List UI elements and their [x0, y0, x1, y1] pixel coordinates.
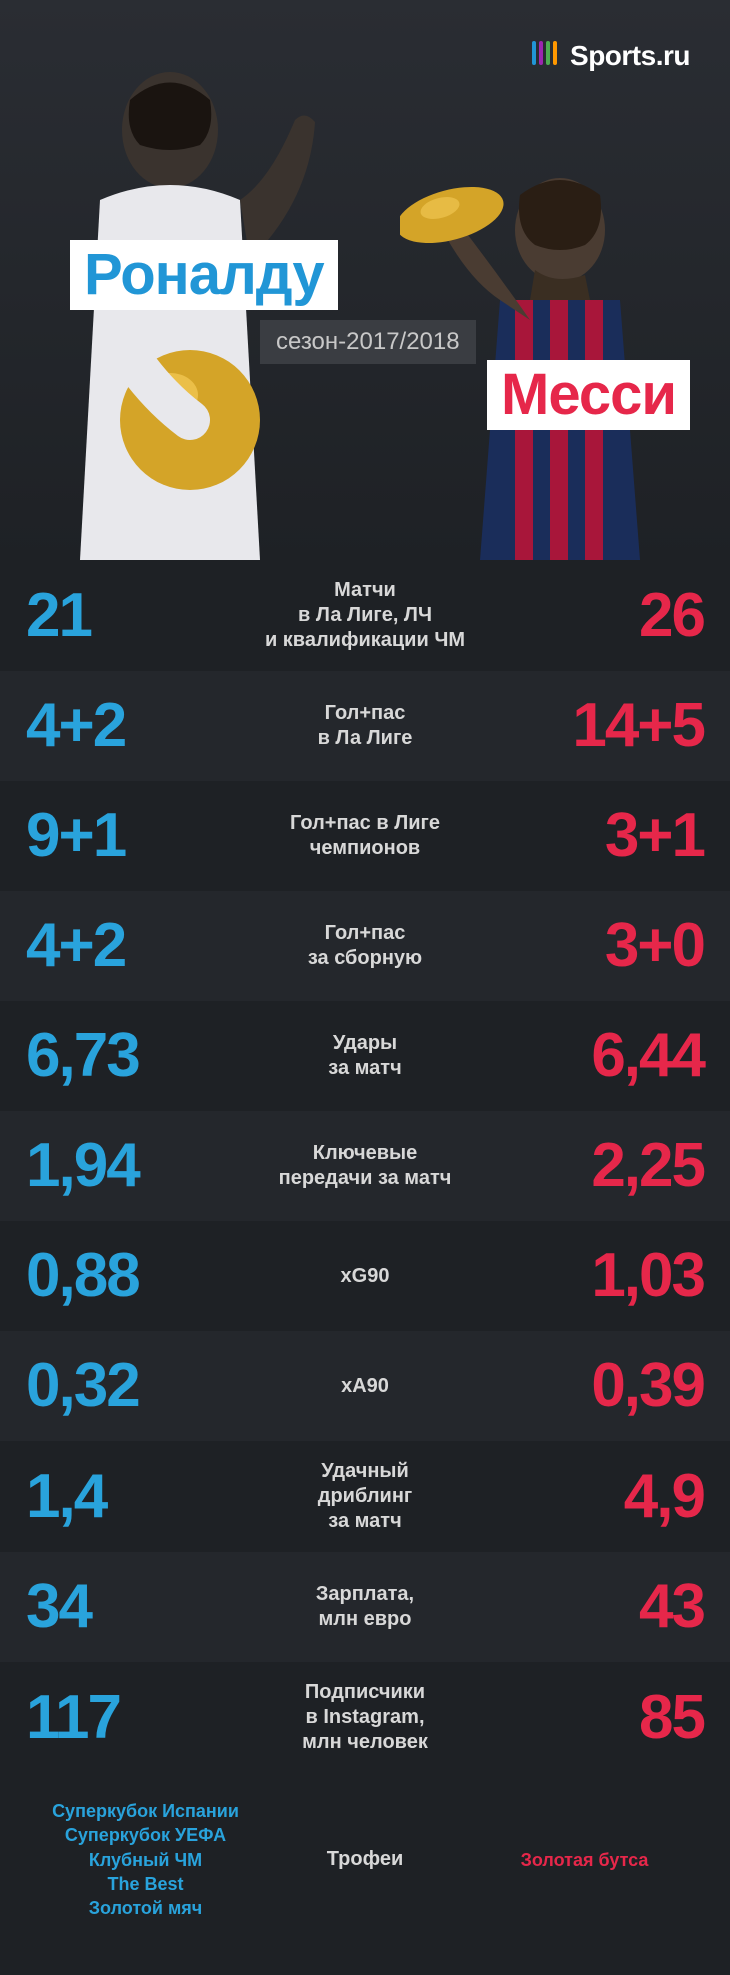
stat-row: 1,4Удачныйдриблингза матч4,9	[0, 1441, 730, 1552]
messi-stat-value: 3+0	[495, 915, 704, 977]
ronaldo-stat-value: 21	[26, 585, 235, 647]
stat-label: Удачныйдриблингза матч	[235, 1459, 495, 1534]
messi-stat-value: 0,39	[495, 1355, 704, 1417]
stat-label: Гол+пасв Ла Лиге	[235, 701, 495, 751]
trophy-label: Трофеи	[265, 1848, 465, 1871]
messi-trophies: Золотая бутса	[465, 1848, 704, 1872]
stat-label: Матчив Ла Лиге, ЛЧи квалификации ЧМ	[235, 578, 495, 653]
header-section: Sports.ru	[0, 0, 730, 560]
messi-name-badge: Месси	[487, 360, 690, 430]
logo-bars-icon	[532, 41, 557, 65]
stat-row: 1,94Ключевыепередачи за матч2,25	[0, 1111, 730, 1221]
stat-label: Ключевыепередачи за матч	[235, 1141, 495, 1191]
brand-name: Sports.ru	[570, 40, 690, 71]
stat-label: Подписчикив Instagram,млн человек	[235, 1680, 495, 1755]
logo-bar	[553, 41, 557, 65]
stat-row: 21Матчив Ла Лиге, ЛЧи квалификации ЧМ26	[0, 560, 730, 671]
messi-stat-value: 26	[495, 585, 704, 647]
stat-label: Ударыза матч	[235, 1031, 495, 1081]
messi-stat-value: 14+5	[495, 695, 704, 757]
ronaldo-stat-value: 117	[26, 1687, 235, 1749]
stat-row: 4+2Гол+пасв Ла Лиге14+5	[0, 671, 730, 781]
stat-row: 4+2Гол+пасза сборную3+0	[0, 891, 730, 1001]
stat-row: 6,73Ударыза матч6,44	[0, 1001, 730, 1111]
messi-stat-value: 1,03	[495, 1245, 704, 1307]
infographic-root: Sports.ru	[0, 0, 730, 1946]
logo-bar	[546, 41, 550, 65]
trophy-row: Суперкубок ИспанииСуперкубок УЕФАКлубный…	[0, 1773, 730, 1946]
ronaldo-stat-value: 4+2	[26, 915, 235, 977]
messi-stat-value: 6,44	[495, 1025, 704, 1087]
ronaldo-stat-value: 0,32	[26, 1355, 235, 1417]
stats-section: 21Матчив Ла Лиге, ЛЧи квалификации ЧМ264…	[0, 560, 730, 1773]
messi-stat-value: 4,9	[495, 1466, 704, 1528]
stat-label: xG90	[235, 1264, 495, 1289]
ronaldo-trophies: Суперкубок ИспанииСуперкубок УЕФАКлубный…	[26, 1799, 265, 1920]
stat-row: 9+1Гол+пас в Лигечемпионов3+1	[0, 781, 730, 891]
stat-label: Гол+пасза сборную	[235, 921, 495, 971]
messi-stat-value: 43	[495, 1576, 704, 1638]
logo-bar	[539, 41, 543, 65]
messi-stat-value: 85	[495, 1687, 704, 1749]
logo-bar	[532, 41, 536, 65]
ronaldo-image	[40, 60, 340, 560]
season-badge: сезон-2017/2018	[260, 320, 476, 364]
ronaldo-stat-value: 1,94	[26, 1135, 235, 1197]
ronaldo-silhouette-icon	[40, 60, 340, 560]
stat-row: 117Подписчикив Instagram,млн человек85	[0, 1662, 730, 1773]
ronaldo-stat-value: 0,88	[26, 1245, 235, 1307]
ronaldo-stat-value: 4+2	[26, 695, 235, 757]
messi-stat-value: 3+1	[495, 805, 704, 867]
brand-logo: Sports.ru	[532, 40, 690, 72]
ronaldo-stat-value: 9+1	[26, 805, 235, 867]
ronaldo-name-badge: Роналду	[70, 240, 338, 310]
stat-row: 0,88xG901,03	[0, 1221, 730, 1331]
stat-label: Гол+пас в Лигечемпионов	[235, 811, 495, 861]
stat-label: xA90	[235, 1374, 495, 1399]
stat-label: Зарплата,млн евро	[235, 1582, 495, 1632]
ronaldo-stat-value: 34	[26, 1576, 235, 1638]
stat-row: 0,32xA900,39	[0, 1331, 730, 1441]
messi-stat-value: 2,25	[495, 1135, 704, 1197]
ronaldo-stat-value: 1,4	[26, 1466, 235, 1528]
stat-row: 34Зарплата,млн евро43	[0, 1552, 730, 1662]
ronaldo-stat-value: 6,73	[26, 1025, 235, 1087]
